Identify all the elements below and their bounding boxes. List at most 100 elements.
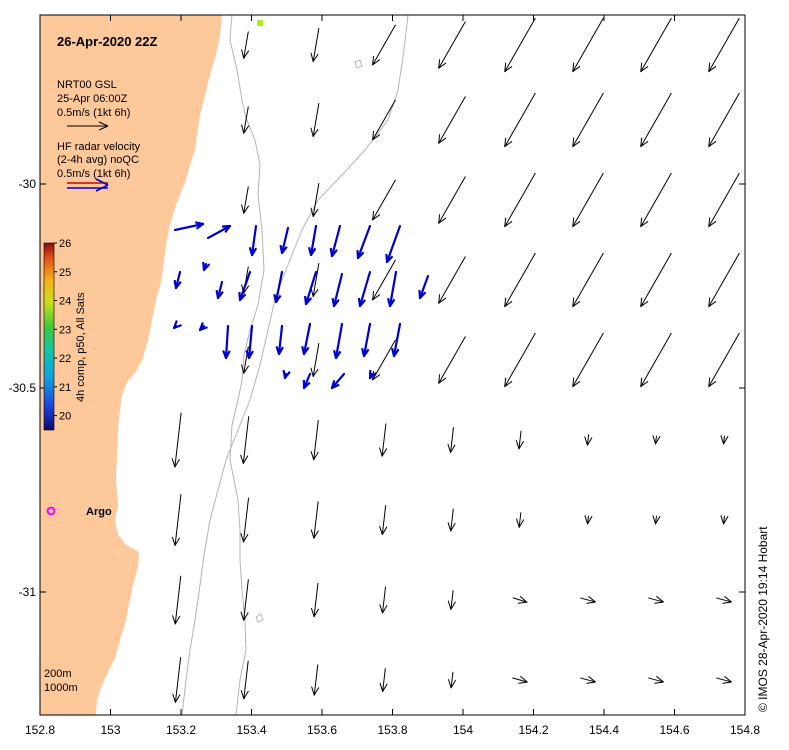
model-vector xyxy=(379,668,388,692)
x-tick-label: 154.2 xyxy=(518,723,548,737)
colorbar-tick-label: 20 xyxy=(59,411,71,423)
isobath-200m xyxy=(229,15,265,715)
model-vector xyxy=(310,27,320,63)
isobath-label-200m: 200m xyxy=(44,668,72,680)
x-tick-label: 154 xyxy=(453,723,473,737)
radar-vector xyxy=(245,324,254,360)
radar-vector xyxy=(368,369,377,380)
radar-vector xyxy=(356,224,372,260)
model-vector xyxy=(438,336,466,384)
model-vector xyxy=(640,252,672,308)
model-vector xyxy=(447,427,456,453)
radar-vector xyxy=(275,324,284,356)
model-vector xyxy=(311,664,320,696)
isobath-fragment xyxy=(354,59,363,69)
radar-vector xyxy=(248,224,258,257)
model-vector xyxy=(447,590,456,610)
radar-vector xyxy=(386,270,398,308)
credit-text: © IMOS 28-Apr-2020 19:14 Hobart xyxy=(756,526,770,712)
x-tick-label: 153.6 xyxy=(307,723,337,737)
isobath-label-1000m: 1000m xyxy=(44,682,78,694)
model-vector xyxy=(572,252,604,308)
radar-vector xyxy=(330,372,346,390)
x-tick-label: 154.8 xyxy=(730,723,760,737)
model-current-vectors xyxy=(171,17,740,703)
radar-vector xyxy=(215,280,224,300)
x-axis: 152.8 153 153.2 153.4 153.6 153.8 154 154.2 154.… xyxy=(25,15,760,737)
model-vector xyxy=(171,412,182,468)
model-vector xyxy=(580,675,596,684)
model-vector xyxy=(310,182,320,218)
model-vector xyxy=(447,671,457,689)
radar-vector xyxy=(361,322,372,358)
model-vector xyxy=(708,17,740,73)
radar-vector xyxy=(238,270,252,302)
y-axis: -30 -30.5 -31 xyxy=(9,177,745,599)
model-vector xyxy=(172,575,182,625)
model-vector xyxy=(504,17,536,73)
y-tick-label: -30 xyxy=(19,177,37,191)
model-vector xyxy=(310,102,320,138)
model-vector xyxy=(716,595,732,604)
model-vector xyxy=(438,96,466,144)
model-vector xyxy=(379,504,388,536)
x-tick-label: 154.4 xyxy=(589,723,619,737)
model-vector xyxy=(512,675,528,684)
model-vector xyxy=(720,435,729,445)
colorbar-tick-label: 23 xyxy=(59,324,71,336)
model-vector xyxy=(648,595,664,604)
legend-model-arrow-icon xyxy=(67,121,109,131)
model-vector xyxy=(708,332,740,388)
model-vector xyxy=(438,176,466,224)
radar-vector xyxy=(385,224,402,264)
argo-float-marker-icon[interactable] xyxy=(46,506,56,516)
model-vector xyxy=(584,434,593,446)
model-vector xyxy=(640,172,672,228)
land-mass xyxy=(40,15,222,715)
model-vector xyxy=(652,515,661,525)
model-vector xyxy=(572,17,604,73)
station-marker-icon xyxy=(257,20,263,26)
model-vector xyxy=(310,501,319,539)
model-vector xyxy=(310,342,320,378)
radar-vector xyxy=(206,224,232,240)
model-vector xyxy=(310,582,320,618)
model-vector xyxy=(241,186,250,214)
model-vector xyxy=(515,430,524,450)
model-vector xyxy=(504,252,536,308)
radar-vector xyxy=(418,274,430,300)
radar-vector xyxy=(173,221,205,232)
radar-vector xyxy=(303,270,318,306)
model-vector xyxy=(512,595,528,604)
colorbar-tick-label: 22 xyxy=(59,353,71,365)
radar-vector xyxy=(279,226,290,255)
colorbar-label: 4h comp, p50, All Sats xyxy=(75,292,87,402)
radar-vector xyxy=(357,270,372,308)
model-vector xyxy=(240,579,249,621)
model-vector xyxy=(572,332,604,388)
model-vector xyxy=(372,99,396,141)
model-vector xyxy=(438,21,466,69)
model-vector xyxy=(708,92,740,148)
radar-vector xyxy=(332,322,344,360)
model-vector xyxy=(515,512,525,528)
colorbar-tick-label: 21 xyxy=(59,382,71,394)
model-vector xyxy=(379,586,388,614)
radar-vector xyxy=(301,322,312,356)
radar-vector xyxy=(202,261,211,272)
colorbar-tick-label: 25 xyxy=(59,267,71,279)
model-vector xyxy=(241,106,250,134)
model-vector xyxy=(172,657,182,703)
x-tick-label: 153.8 xyxy=(377,723,407,737)
model-vector xyxy=(372,24,396,66)
model-vector xyxy=(310,419,319,461)
model-vector xyxy=(708,172,740,228)
colorbar-tick-label: 26 xyxy=(59,238,71,250)
hf-radar-vectors xyxy=(172,221,430,390)
legend-model-name: NRT00 GSL xyxy=(57,79,117,91)
model-vector xyxy=(640,332,672,388)
model-vector xyxy=(648,675,664,684)
model-vector xyxy=(504,332,536,388)
isobath-fragment xyxy=(255,613,264,623)
x-tick-label: 153 xyxy=(100,723,120,737)
